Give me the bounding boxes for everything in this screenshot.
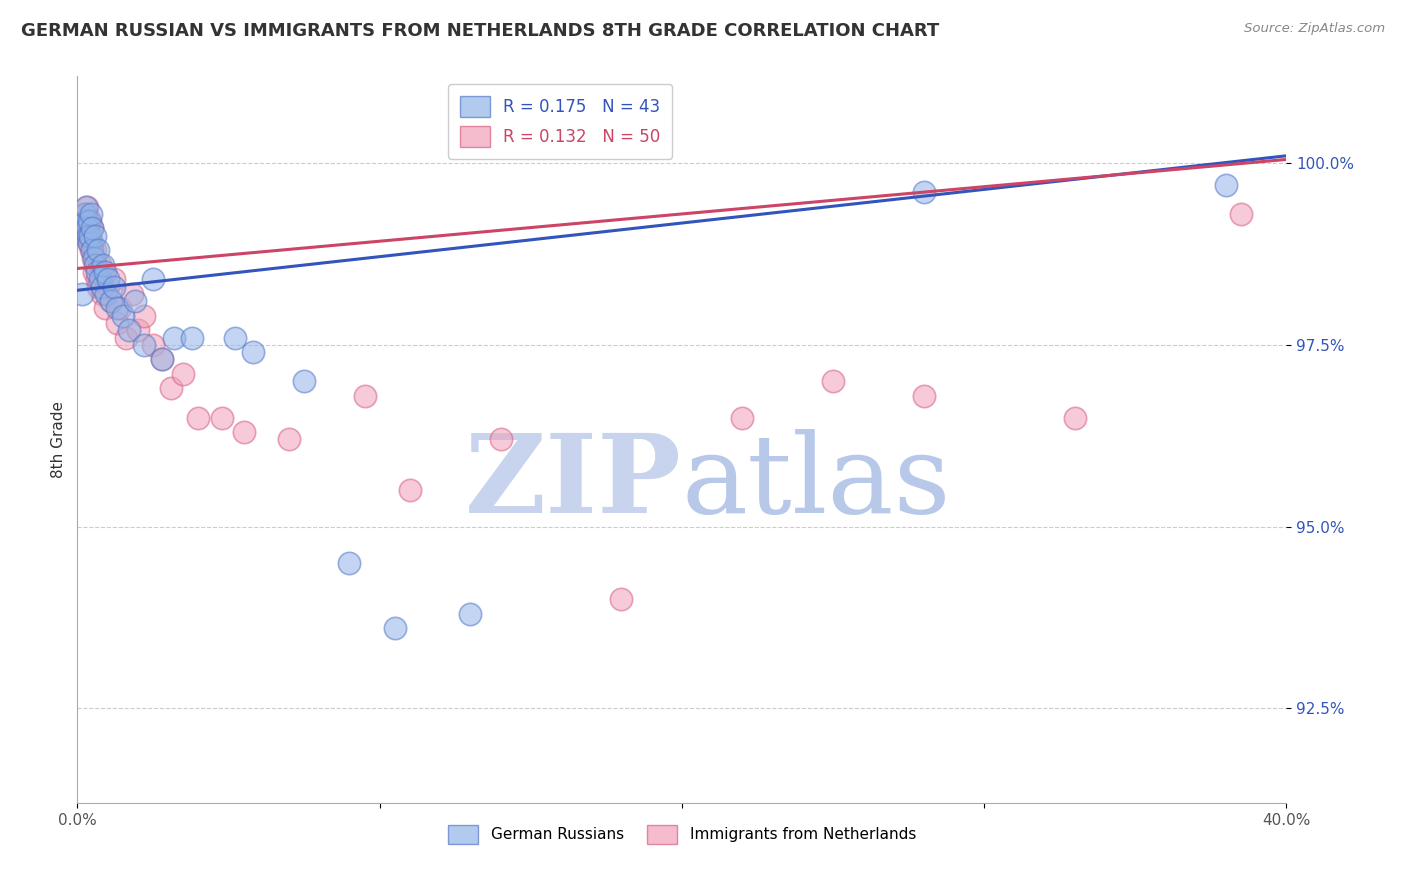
Point bbox=[211, 410, 233, 425]
Point bbox=[70, 214, 93, 228]
Point bbox=[339, 556, 360, 570]
Point bbox=[121, 286, 143, 301]
Point bbox=[187, 410, 209, 425]
Point bbox=[96, 272, 118, 286]
Point bbox=[1230, 207, 1253, 221]
Point bbox=[72, 207, 94, 221]
Point bbox=[86, 265, 108, 279]
Point bbox=[114, 330, 136, 344]
Point bbox=[181, 330, 204, 344]
Text: atlas: atlas bbox=[682, 429, 952, 536]
Point bbox=[292, 374, 315, 388]
Point bbox=[93, 301, 115, 316]
Point bbox=[79, 228, 101, 243]
Point bbox=[105, 301, 128, 316]
Point bbox=[103, 279, 125, 293]
Text: Source: ZipAtlas.com: Source: ZipAtlas.com bbox=[1244, 22, 1385, 36]
Point bbox=[79, 235, 101, 250]
Point bbox=[224, 330, 246, 344]
Point bbox=[80, 244, 103, 258]
Point bbox=[150, 352, 173, 367]
Point bbox=[83, 244, 105, 258]
Point bbox=[72, 221, 94, 235]
Point bbox=[172, 367, 194, 381]
Point bbox=[87, 244, 110, 258]
Point bbox=[76, 221, 98, 235]
Point bbox=[82, 235, 104, 250]
Point bbox=[105, 316, 128, 330]
Point bbox=[142, 272, 165, 286]
Point bbox=[80, 221, 103, 235]
Point bbox=[610, 592, 633, 607]
Point bbox=[77, 221, 100, 235]
Point bbox=[83, 251, 105, 265]
Point bbox=[75, 200, 97, 214]
Point bbox=[100, 294, 122, 309]
Point bbox=[80, 244, 103, 258]
Point bbox=[83, 265, 105, 279]
Point bbox=[96, 279, 118, 293]
Point bbox=[160, 381, 183, 395]
Point bbox=[73, 228, 96, 243]
Point bbox=[91, 258, 114, 272]
Point bbox=[458, 607, 481, 621]
Point bbox=[87, 279, 110, 293]
Point bbox=[89, 272, 111, 286]
Point bbox=[103, 272, 125, 286]
Point bbox=[89, 258, 111, 272]
Point bbox=[124, 294, 146, 309]
Point bbox=[142, 338, 165, 352]
Point bbox=[90, 279, 112, 293]
Point bbox=[77, 228, 100, 243]
Point bbox=[731, 410, 754, 425]
Point bbox=[77, 228, 100, 243]
Point bbox=[384, 621, 406, 635]
Point bbox=[1215, 178, 1237, 192]
Legend: German Russians, Immigrants from Netherlands: German Russians, Immigrants from Netherl… bbox=[441, 819, 922, 850]
Point bbox=[1064, 410, 1087, 425]
Point bbox=[93, 265, 115, 279]
Point bbox=[83, 228, 105, 243]
Point bbox=[90, 286, 112, 301]
Point bbox=[84, 258, 107, 272]
Point bbox=[75, 214, 97, 228]
Point bbox=[132, 309, 155, 323]
Point bbox=[821, 374, 844, 388]
Point bbox=[70, 286, 93, 301]
Point bbox=[86, 272, 108, 286]
Point bbox=[100, 294, 122, 309]
Point bbox=[80, 207, 103, 221]
Point bbox=[163, 330, 186, 344]
Text: ZIP: ZIP bbox=[465, 429, 682, 536]
Point bbox=[76, 200, 98, 214]
Point bbox=[232, 425, 254, 439]
Point bbox=[75, 207, 97, 221]
Point bbox=[73, 221, 96, 235]
Point bbox=[118, 323, 141, 337]
Point bbox=[91, 265, 114, 279]
Point bbox=[75, 214, 97, 228]
Point bbox=[82, 221, 104, 235]
Point bbox=[94, 286, 117, 301]
Point bbox=[79, 214, 101, 228]
Point bbox=[353, 389, 375, 403]
Point bbox=[399, 483, 422, 498]
Text: GERMAN RUSSIAN VS IMMIGRANTS FROM NETHERLANDS 8TH GRADE CORRELATION CHART: GERMAN RUSSIAN VS IMMIGRANTS FROM NETHER… bbox=[21, 22, 939, 40]
Point bbox=[111, 309, 134, 323]
Point bbox=[77, 235, 100, 250]
Point bbox=[84, 258, 107, 272]
Point bbox=[108, 301, 131, 316]
Point bbox=[132, 338, 155, 352]
Point bbox=[912, 185, 935, 199]
Point bbox=[127, 323, 149, 337]
Point bbox=[242, 345, 264, 359]
Point bbox=[79, 214, 101, 228]
Point bbox=[278, 432, 301, 446]
Point bbox=[150, 352, 173, 367]
Y-axis label: 8th Grade: 8th Grade bbox=[51, 401, 66, 478]
Point bbox=[82, 251, 104, 265]
Point bbox=[912, 389, 935, 403]
Point bbox=[489, 432, 512, 446]
Point bbox=[73, 207, 96, 221]
